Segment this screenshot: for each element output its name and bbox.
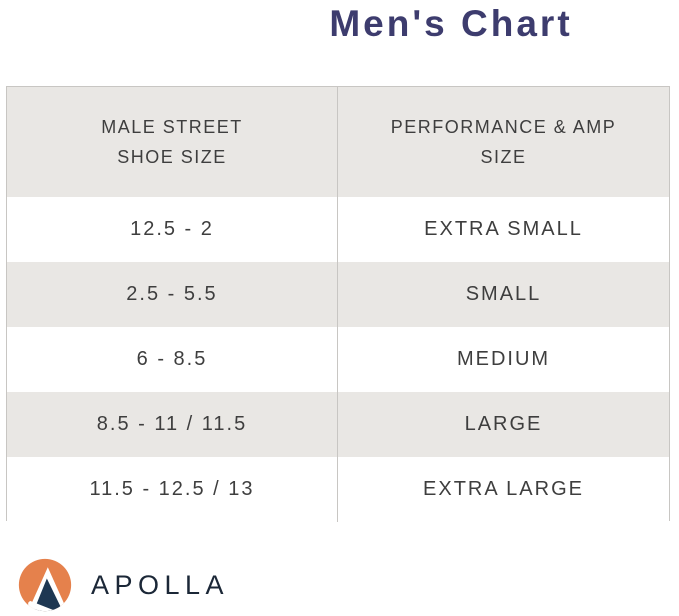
amp-size-cell-2: SMALL [338,262,669,327]
apolla-mountain-a-icon [18,558,72,612]
header-shoe-size: MALE STREET SHOE SIZE [7,87,338,197]
page-title: Men's Chart [329,3,573,44]
amp-size-cell-1: EXTRA SMALL [338,197,669,262]
shoe-size-cell-1: 12.5 - 2 [7,197,338,262]
amp-size-cell-4: LARGE [338,392,669,457]
amp-size-cell-5: EXTRA LARGE [338,457,669,522]
shoe-size-cell-5: 11.5 - 12.5 / 13 [7,457,338,522]
amp-size-cell-3: MEDIUM [338,327,669,392]
size-table: MALE STREET SHOE SIZE PERFORMANCE & AMP … [6,86,670,522]
shoe-size-cell-4: 8.5 - 11 / 11.5 [7,392,338,457]
shoe-size-cell-2: 2.5 - 5.5 [7,262,338,327]
shoe-size-cell-3: 6 - 8.5 [7,327,338,392]
header-performance-amp-size: PERFORMANCE & AMP SIZE [338,87,669,197]
brand-footer: APOLLA [17,557,229,613]
brand-wordmark: APOLLA [91,569,230,600]
